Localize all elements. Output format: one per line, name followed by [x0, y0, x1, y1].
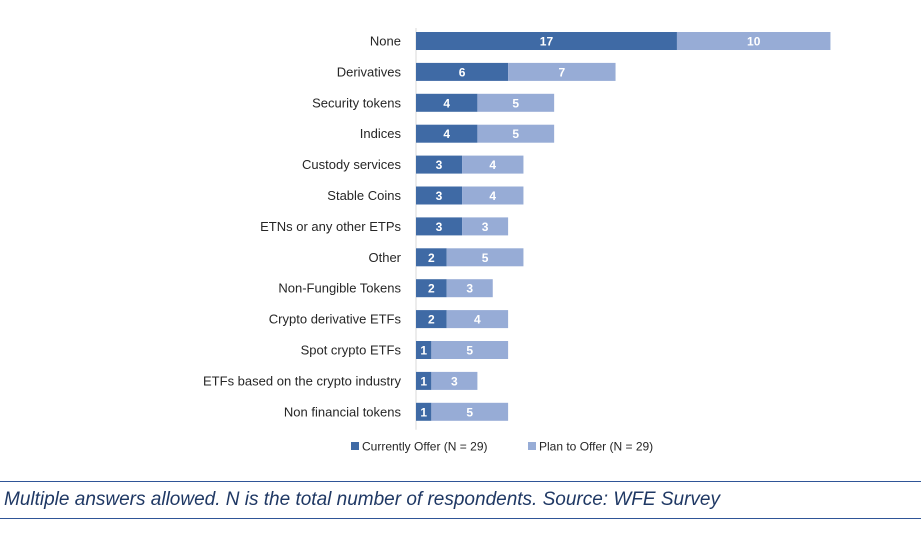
bar-currently-offer [416, 279, 447, 298]
bar-plan-to-offer [431, 341, 509, 359]
data-label: 3 [436, 220, 443, 234]
data-label: 2 [428, 313, 435, 327]
bar-currently-offer [416, 93, 478, 112]
data-label: 10 [747, 35, 761, 49]
category-label: Non financial tokens [284, 404, 402, 419]
category-label: Indices [360, 126, 402, 141]
data-label: 4 [489, 189, 496, 203]
bar-plan-to-offer [477, 124, 555, 143]
bar-plan-to-offer [462, 155, 524, 174]
bar-plan-to-offer [446, 279, 493, 298]
bar-currently-offer [416, 217, 463, 236]
bar-plan-to-offer [477, 93, 555, 112]
category-label: None [370, 34, 401, 49]
bar-currently-offer [416, 341, 432, 359]
data-label: 4 [489, 158, 496, 172]
bar-currently-offer [416, 310, 447, 329]
data-label: 4 [474, 313, 481, 327]
data-label: 4 [443, 127, 450, 141]
category-label: Crypto derivative ETFs [269, 312, 402, 327]
source-caption: Multiple answers allowed. N is the total… [4, 489, 720, 510]
data-label: 3 [451, 374, 458, 388]
bar-currently-offer [416, 32, 677, 50]
data-label: 3 [436, 189, 443, 203]
data-label: 5 [512, 96, 519, 110]
category-label: Stable Coins [327, 188, 401, 203]
stacked-bar-chart: None 17 10 Derivatives 6 7 Security tokens 4 5 In… [203, 28, 831, 454]
bar-plan-to-offer [431, 402, 509, 421]
data-label: 7 [558, 65, 565, 79]
data-label: 6 [459, 65, 466, 79]
data-label: 5 [466, 344, 473, 358]
legend-label: Plan to Offer (N = 29) [539, 440, 653, 454]
data-label: 1 [420, 405, 427, 419]
bar-currently-offer [416, 62, 509, 81]
category-label: Non-Fungible Tokens [278, 281, 401, 296]
data-label: 5 [466, 405, 473, 419]
bar-currently-offer [416, 402, 432, 421]
category-label: Spot crypto ETFs [301, 343, 402, 358]
category-label: Other [368, 250, 401, 265]
bar-currently-offer [416, 155, 463, 174]
data-label: 2 [428, 282, 435, 296]
data-label: 3 [436, 158, 443, 172]
category-label: ETNs or any other ETPs [260, 219, 401, 234]
bar-plan-to-offer [462, 186, 524, 205]
bar-plan-to-offer [431, 371, 478, 390]
bar-plan-to-offer [462, 217, 509, 236]
category-label: ETFs based on the crypto industry [203, 373, 401, 388]
data-label: 4 [443, 96, 450, 110]
data-label: 2 [428, 251, 435, 265]
bar-currently-offer [416, 186, 463, 205]
bar-plan-to-offer [446, 248, 524, 267]
category-label: Security tokens [312, 95, 401, 110]
bar-plan-to-offer [508, 62, 616, 81]
bar-currently-offer [416, 371, 432, 390]
bar-currently-offer [416, 124, 478, 143]
caption-box: Multiple answers allowed. N is the total… [0, 481, 921, 519]
category-label: Derivatives [337, 64, 402, 79]
bar-currently-offer [416, 248, 447, 267]
category-label: Custody services [302, 157, 401, 172]
data-label: 3 [482, 220, 489, 234]
legend-swatch [351, 442, 359, 450]
data-label: 5 [482, 251, 489, 265]
data-label: 1 [420, 344, 427, 358]
bar-plan-to-offer [446, 310, 509, 329]
data-label: 17 [540, 35, 554, 49]
data-label: 1 [420, 374, 427, 388]
legend-swatch [528, 442, 536, 450]
data-label: 5 [512, 127, 519, 141]
data-label: 3 [466, 282, 473, 296]
bar-plan-to-offer [676, 32, 831, 50]
legend-label: Currently Offer (N = 29) [362, 440, 487, 454]
